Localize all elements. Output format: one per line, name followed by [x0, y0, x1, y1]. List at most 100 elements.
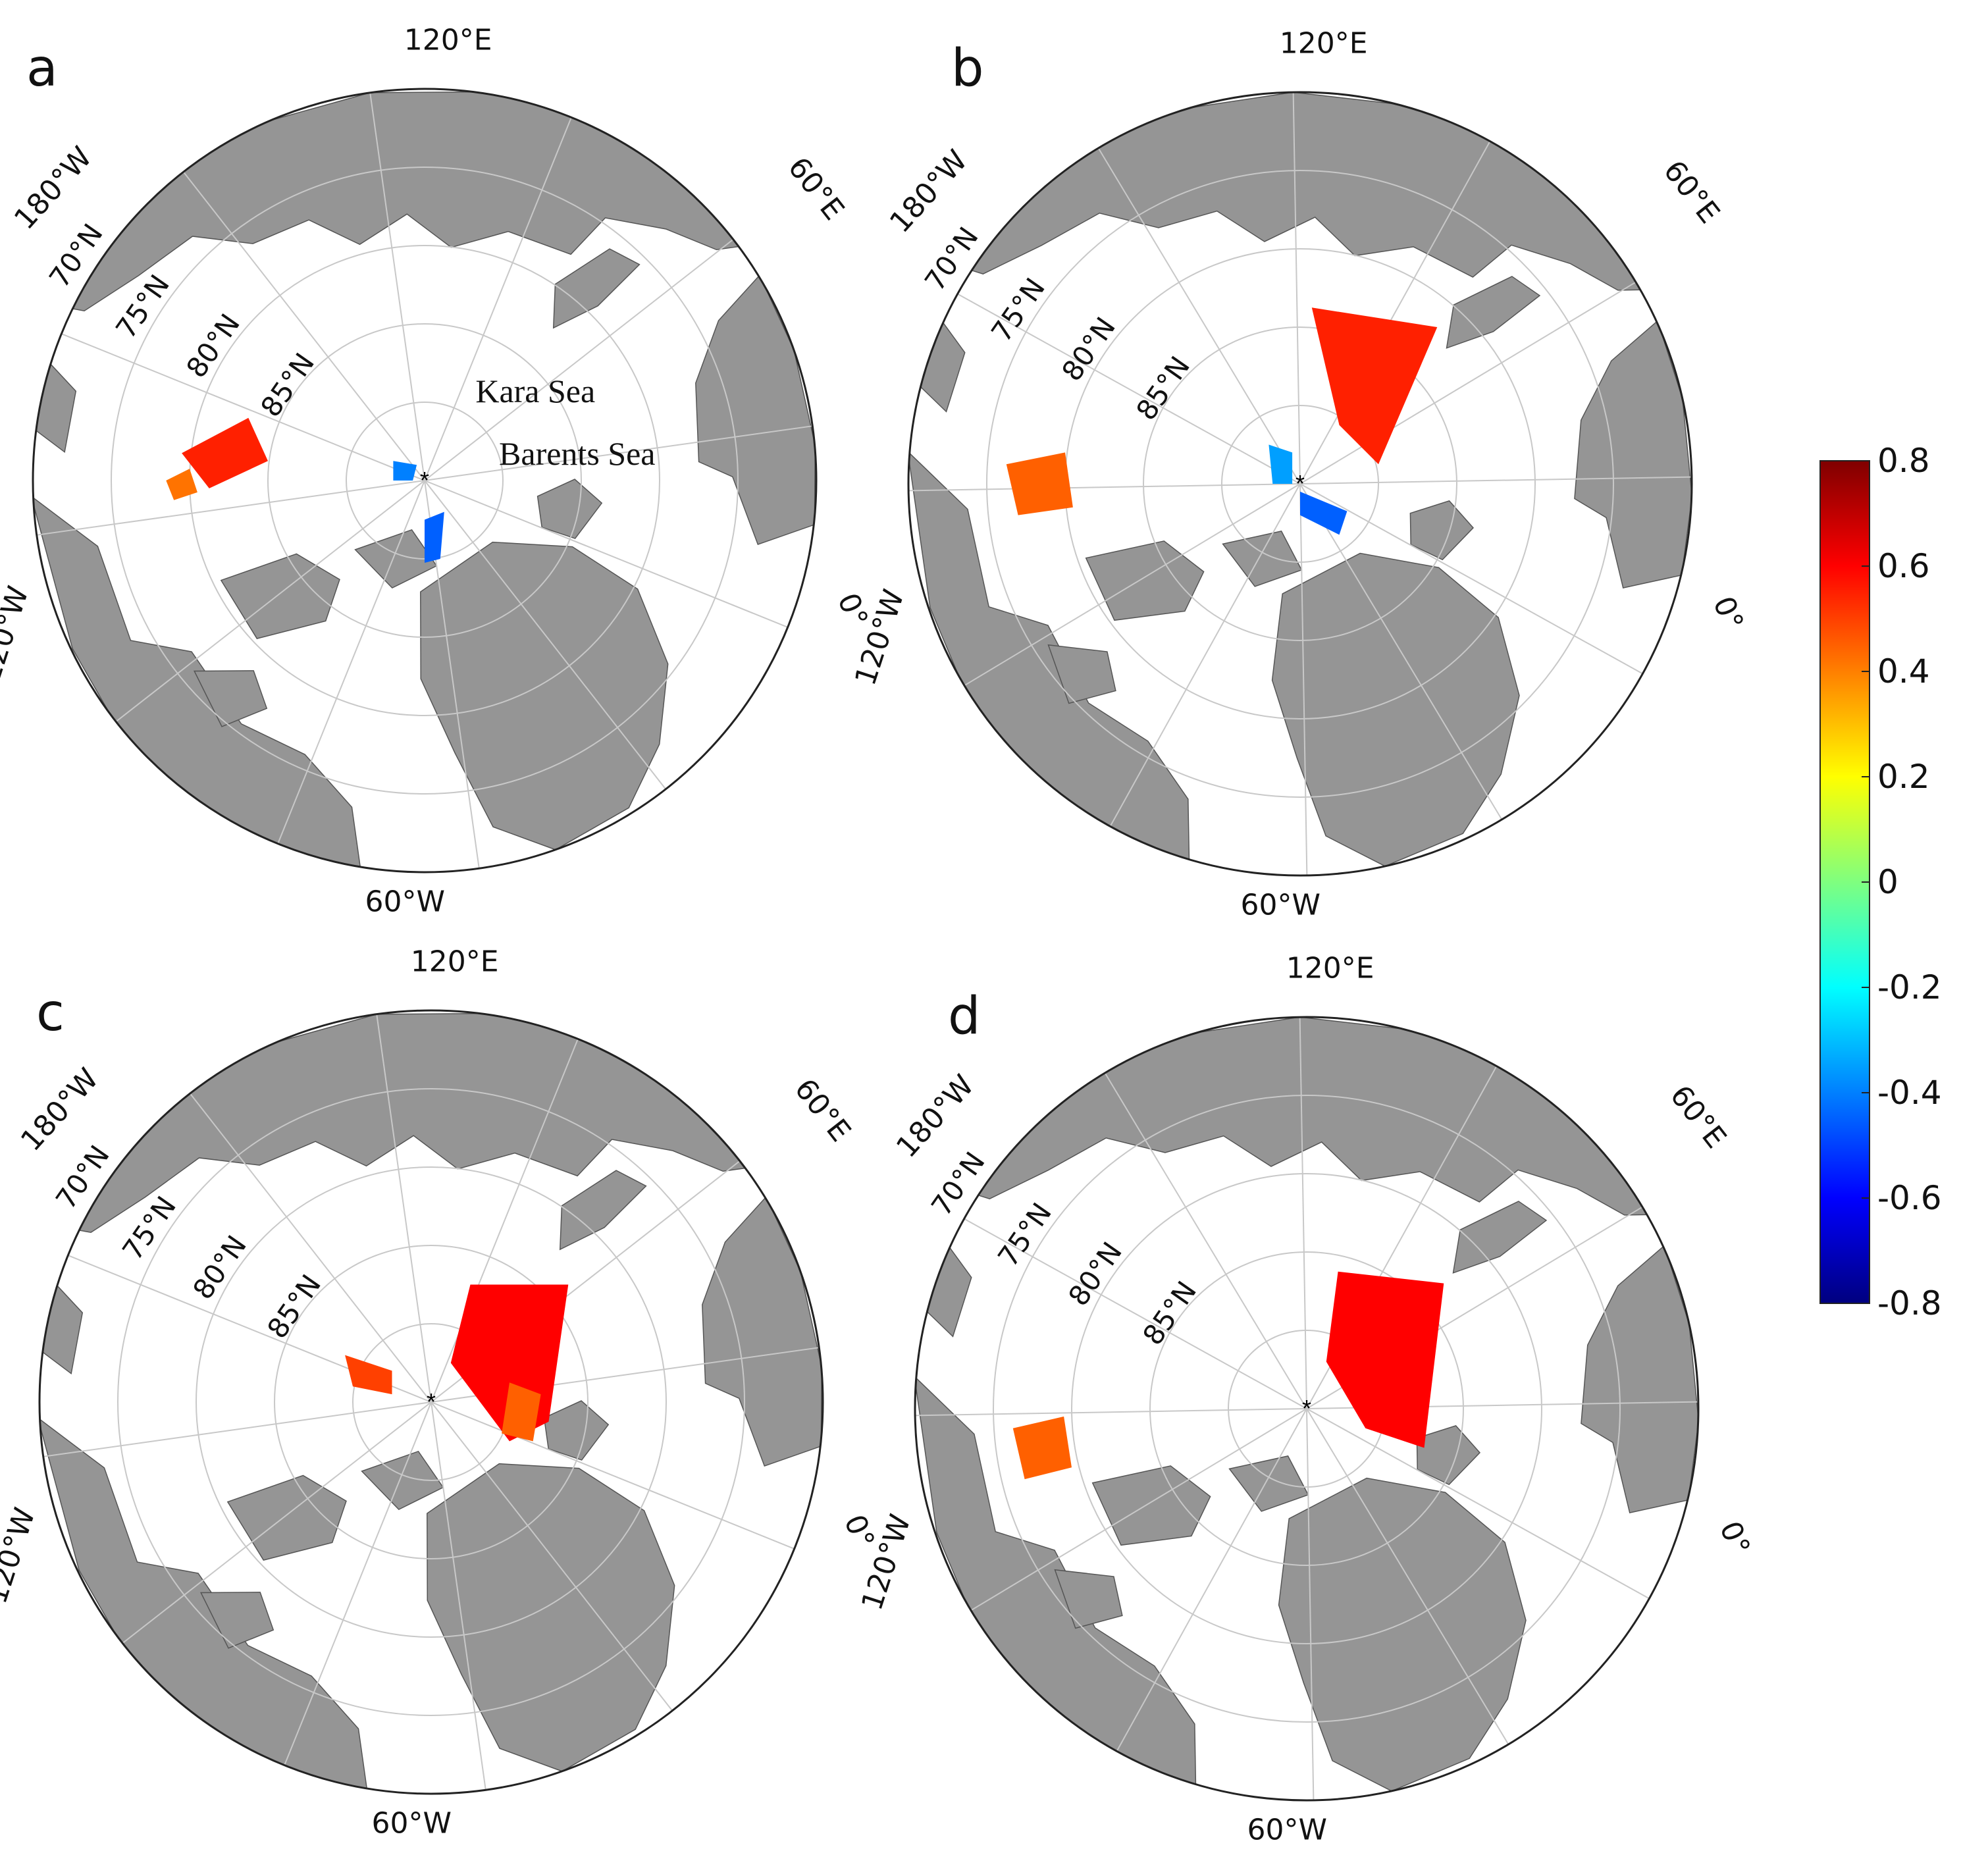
meridian	[431, 1401, 795, 1550]
landmass	[1581, 1245, 1698, 1513]
landmass	[1446, 276, 1541, 349]
meridian	[915, 1408, 1307, 1417]
meridian	[189, 1093, 432, 1403]
colorbar-tick-label: 0	[1877, 863, 1898, 901]
panel-c: *c120°E60°E0°60°W120°W180°W70°N75°N80°N8…	[0, 945, 881, 1840]
landmass	[33, 91, 756, 312]
map-rim	[914, 1016, 1700, 1802]
meridian	[964, 1218, 1307, 1409]
sea-label: Kara Sea	[475, 373, 595, 409]
meridian	[424, 480, 667, 790]
longitude-label: 120°W	[0, 583, 36, 687]
meridian	[1306, 1408, 1315, 1800]
colorbar-tick-label: -0.4	[1877, 1074, 1942, 1112]
map-area	[33, 89, 816, 872]
latitude-circle	[111, 167, 739, 795]
colorbar-tick-label: -0.6	[1877, 1179, 1942, 1217]
latitude-circle	[1143, 326, 1457, 641]
meridian	[431, 1401, 673, 1711]
panel-letter: a	[26, 39, 58, 98]
landmass	[552, 248, 641, 329]
landmass	[695, 274, 816, 546]
landmass	[427, 1463, 675, 1772]
meridian	[1299, 476, 1692, 484]
anomaly-strip	[393, 461, 417, 481]
meridian	[1299, 141, 1491, 484]
landmass	[39, 1012, 763, 1234]
anomaly-strip	[1269, 444, 1293, 484]
landmass	[1085, 540, 1205, 621]
longitude-label: 0°	[1713, 1517, 1756, 1559]
landmass	[226, 1475, 347, 1561]
meridian	[1306, 1408, 1650, 1600]
meridian	[1299, 483, 1503, 820]
longitude-label: 120°E	[411, 945, 499, 979]
colorbar-ticks: 0.8 0.6 0.4 0.2 0 -0.2 -0.4 -0.6 -0.8	[1862, 442, 1942, 1322]
anomaly-block	[1311, 307, 1438, 465]
longitude-label: 120°W	[0, 1504, 42, 1608]
landmass	[420, 541, 669, 850]
landmass	[1271, 552, 1520, 867]
anomaly-strip	[1300, 491, 1347, 535]
panel-d: *d120°E60°E0°60°W120°W180°W70°N75°N80°N8…	[855, 952, 1756, 1847]
landmass	[559, 1170, 647, 1251]
meridian	[1104, 1072, 1307, 1409]
meridian	[369, 92, 425, 481]
latitude-circle	[1149, 1251, 1464, 1566]
meridian	[61, 333, 425, 481]
anomaly-block	[1012, 1416, 1072, 1480]
sea-label: Barents Sea	[499, 435, 655, 472]
latitude-circle	[267, 323, 582, 638]
meridian	[376, 1014, 432, 1403]
landmass	[199, 1592, 275, 1649]
panels-layer: *a 120°E60°E0°60°W120°W180°W70°N75°N80°N8…	[0, 24, 1756, 1847]
latitude-circle	[196, 1166, 667, 1638]
meridian	[1116, 1408, 1307, 1752]
meridian	[1299, 281, 1636, 484]
longitude-label: 60°E	[1657, 154, 1726, 230]
latitude-circle	[274, 1245, 589, 1559]
meridian	[908, 483, 1301, 492]
longitude-label: 60°E	[788, 1072, 857, 1148]
colorbar-tick-label: 0.4	[1877, 652, 1930, 691]
landmass	[536, 479, 603, 539]
meridian	[284, 1401, 432, 1766]
pole-marker: *	[420, 467, 429, 494]
landmass	[1416, 1424, 1481, 1486]
meridian	[964, 483, 1301, 687]
meridian	[424, 238, 734, 481]
anomaly-strip	[153, 1704, 173, 1723]
latitude-circle	[986, 170, 1614, 798]
colorbar-tick-label: 0.2	[1877, 758, 1930, 796]
longitude-label: 120°E	[1280, 27, 1368, 61]
longitude-label: 120°E	[404, 24, 492, 57]
map-rim	[907, 91, 1693, 877]
meridian	[1299, 483, 1643, 675]
pole-marker: *	[427, 1388, 436, 1415]
colorbar-tick-label: -0.2	[1877, 968, 1942, 1006]
landmass	[1574, 320, 1692, 588]
anomaly-block	[1326, 1271, 1444, 1448]
latitude-circle	[993, 1095, 1621, 1723]
landmass	[193, 670, 268, 727]
meridian	[182, 171, 425, 481]
meridian	[1299, 483, 1308, 875]
landmass	[1278, 1477, 1527, 1792]
pole-marker: *	[1295, 470, 1305, 497]
landmass	[1091, 1465, 1211, 1546]
anomaly-block	[182, 417, 268, 488]
meridian	[1109, 483, 1301, 827]
latitude-circle	[1221, 405, 1379, 563]
meridian	[36, 480, 425, 536]
colorbar-tick-label: -0.8	[1877, 1284, 1942, 1322]
map-area	[908, 92, 1692, 875]
landmass	[1409, 500, 1475, 561]
map-rim	[32, 88, 818, 874]
meridian	[431, 1401, 486, 1790]
meridian	[970, 1408, 1307, 1611]
colorbar-tick-label: 0.8	[1877, 442, 1930, 480]
panel-letter: d	[948, 987, 981, 1046]
meridian	[115, 480, 425, 723]
meridian	[957, 293, 1301, 484]
longitude-label: 60°W	[1241, 889, 1321, 922]
